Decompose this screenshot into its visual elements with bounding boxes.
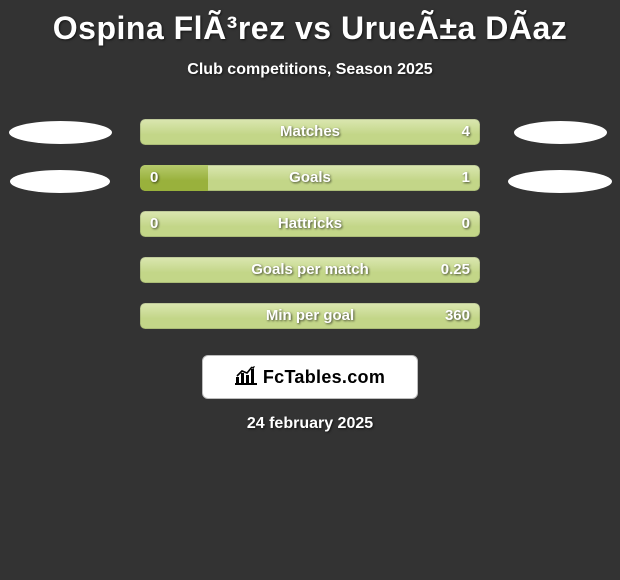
bar-bg: [140, 257, 480, 283]
bar-bg: [140, 119, 480, 145]
placeholder-ellipse: [9, 121, 112, 144]
watermark-box: FcTables.com: [202, 355, 418, 399]
stat-bar: Min per goal360: [140, 303, 480, 329]
watermark-text: FcTables.com: [263, 367, 385, 388]
placeholder-ellipse: [508, 170, 612, 193]
stat-bar: Matches4: [140, 119, 480, 145]
page-subtitle: Club competitions, Season 2025: [0, 61, 620, 79]
placeholder-ellipse: [514, 121, 607, 144]
bar-bg: [140, 211, 480, 237]
stat-bar: Goals per match0.25: [140, 257, 480, 283]
placeholder-ellipse: [10, 170, 110, 193]
page-title: Ospina FlÃ³rez vs UrueÃ±a DÃ­az: [0, 0, 620, 47]
chart-icon: [235, 365, 257, 390]
bar-fill: [140, 165, 208, 191]
left-ellipses-col: [0, 119, 120, 193]
date-text: 24 february 2025: [0, 415, 620, 433]
bars-container: Matches4 Goals01 Hattricks00 Goals per matc…: [140, 119, 480, 329]
comparison-block: Matches4 Goals01 Hattricks00 Goals per matc…: [0, 119, 620, 329]
stat-bar: Hattricks00: [140, 211, 480, 237]
stat-bar: Goals01: [140, 165, 480, 191]
bar-bg: [140, 303, 480, 329]
right-ellipses-col: [500, 119, 620, 193]
